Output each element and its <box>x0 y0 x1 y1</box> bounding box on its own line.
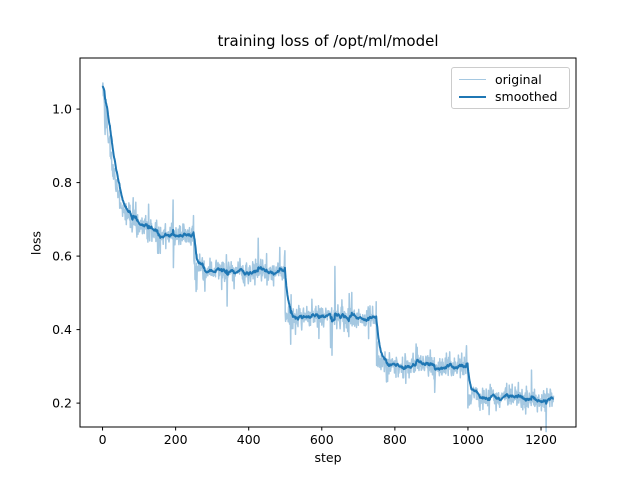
x-tick-label: 800 <box>383 432 407 447</box>
y-tick-label: 0.6 <box>52 249 72 264</box>
x-tick-label: 1000 <box>452 432 484 447</box>
x-tick-label: 600 <box>310 432 334 447</box>
y-tick-label: 0.8 <box>52 175 72 190</box>
original-line <box>101 82 555 433</box>
legend-label-original: original <box>495 72 542 87</box>
legend-entry-original: original <box>459 72 562 87</box>
y-tick-label: 1.0 <box>52 102 72 117</box>
x-axis-label: step <box>314 450 342 465</box>
legend-line-smoothed-icon <box>459 95 486 98</box>
x-tick-label: 200 <box>164 432 188 447</box>
smoothed-line <box>101 85 555 405</box>
y-axis-label: loss <box>28 230 44 256</box>
y-tick-label: 0.4 <box>52 322 72 337</box>
legend-label-smoothed: smoothed <box>495 89 558 104</box>
y-tick-label: 0.2 <box>52 396 72 411</box>
x-tick-label: 0 <box>99 432 107 447</box>
axes-box <box>79 57 577 428</box>
legend-line-original-icon <box>459 78 486 81</box>
chart-title: training loss of /opt/ml/model <box>217 32 439 50</box>
legend: original smoothed <box>451 67 570 109</box>
x-tick-label: 1200 <box>525 432 557 447</box>
x-tick-label: 400 <box>237 432 261 447</box>
legend-entry-smoothed: smoothed <box>459 89 562 104</box>
